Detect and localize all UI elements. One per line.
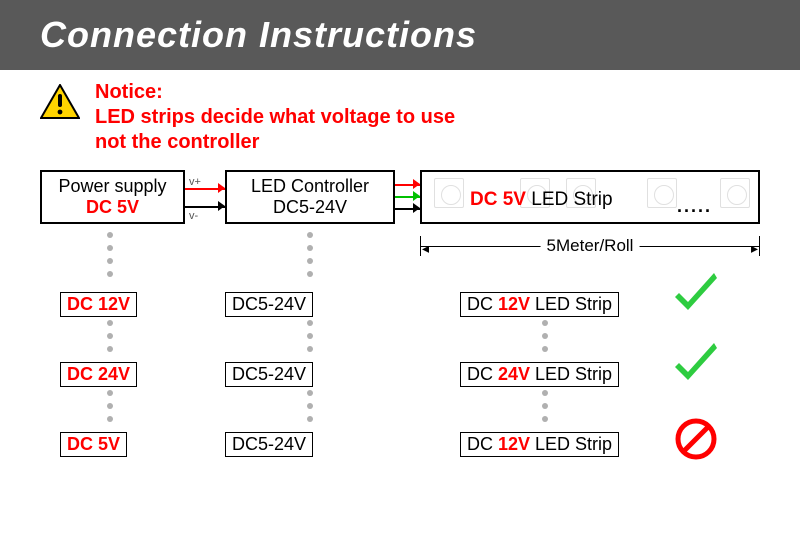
ctrl-12v: DC5-24V bbox=[225, 292, 313, 317]
psu-line2: DC 5V bbox=[86, 197, 139, 218]
dots-icon bbox=[305, 390, 315, 422]
check-icon bbox=[670, 340, 720, 390]
notice-row: Notice: LED strips decide what voltage t… bbox=[0, 70, 800, 165]
strip-12v: DC 12V LED Strip bbox=[460, 292, 619, 317]
dots-icon bbox=[540, 320, 550, 352]
header-bar: Connection Instructions bbox=[0, 0, 800, 70]
notice-line1: LED strips decide what voltage to use bbox=[95, 106, 455, 128]
strip-label: DC 5V LED Strip bbox=[470, 189, 613, 211]
dots-icon bbox=[105, 232, 115, 277]
connection-diagram: Power supply DC 5V v+ v- LED Controller … bbox=[40, 170, 760, 520]
v-minus-label: v- bbox=[189, 210, 198, 222]
psu-24v: DC 24V bbox=[60, 362, 137, 387]
dots-icon bbox=[540, 390, 550, 422]
strip-suffix: LED Strip bbox=[530, 434, 612, 454]
strip-v: 24V bbox=[498, 364, 530, 384]
controller-line2: DC5-24V bbox=[273, 197, 347, 218]
psu-line1: Power supply bbox=[58, 176, 166, 197]
strip-prefix: DC bbox=[470, 189, 503, 210]
strip-v: 12V bbox=[498, 294, 530, 314]
strip-prefix: DC bbox=[467, 294, 498, 314]
psu-box: Power supply DC 5V bbox=[40, 170, 185, 224]
strip-24v: DC 24V LED Strip bbox=[460, 362, 619, 387]
v-plus-label: v+ bbox=[189, 176, 201, 188]
led-chip-icon bbox=[720, 178, 750, 208]
measure-arrow: ◂ ▸ 5Meter/Roll bbox=[420, 232, 760, 262]
strip-prefix: DC bbox=[467, 434, 498, 454]
arrow-r bbox=[413, 179, 420, 189]
ctrl-5v-mismatch: DC5-24V bbox=[225, 432, 313, 457]
strip-v: 12V bbox=[498, 434, 530, 454]
led-strip-box: ..... DC 5V LED Strip bbox=[420, 170, 760, 224]
psu-5v-mismatch: DC 5V bbox=[60, 432, 127, 457]
check-icon bbox=[670, 270, 720, 320]
arrow-vminus bbox=[218, 201, 225, 211]
measure-label: 5Meter/Roll bbox=[541, 236, 640, 256]
dots-icon bbox=[105, 320, 115, 352]
notice-line2: not the controller bbox=[95, 131, 259, 153]
strip-voltage: 5V bbox=[503, 189, 526, 210]
strip-mismatch: DC 12V LED Strip bbox=[460, 432, 619, 457]
strip-prefix: DC bbox=[467, 364, 498, 384]
led-chip-icon bbox=[434, 178, 464, 208]
arrow-vplus bbox=[218, 183, 225, 193]
dots-icon bbox=[105, 390, 115, 422]
arrow-b bbox=[413, 203, 420, 213]
dots-icon bbox=[305, 232, 315, 277]
strip-suffix: LED Strip bbox=[530, 364, 612, 384]
ellipsis-icon: ..... bbox=[677, 196, 712, 217]
psu-12v: DC 12V bbox=[60, 292, 137, 317]
arrow-g bbox=[413, 191, 420, 201]
dots-icon bbox=[305, 320, 315, 352]
page-title: Connection Instructions bbox=[40, 14, 477, 56]
strip-suffix: LED Strip bbox=[526, 189, 613, 210]
notice-label: Notice: bbox=[95, 81, 163, 103]
ctrl-24v: DC5-24V bbox=[225, 362, 313, 387]
notice-text: Notice: LED strips decide what voltage t… bbox=[95, 80, 455, 155]
prohibited-icon bbox=[675, 418, 717, 460]
controller-line1: LED Controller bbox=[251, 176, 369, 197]
strip-suffix: LED Strip bbox=[530, 294, 612, 314]
controller-box: LED Controller DC5-24V bbox=[225, 170, 395, 224]
led-chip-icon bbox=[647, 178, 677, 208]
warning-icon bbox=[40, 84, 80, 120]
